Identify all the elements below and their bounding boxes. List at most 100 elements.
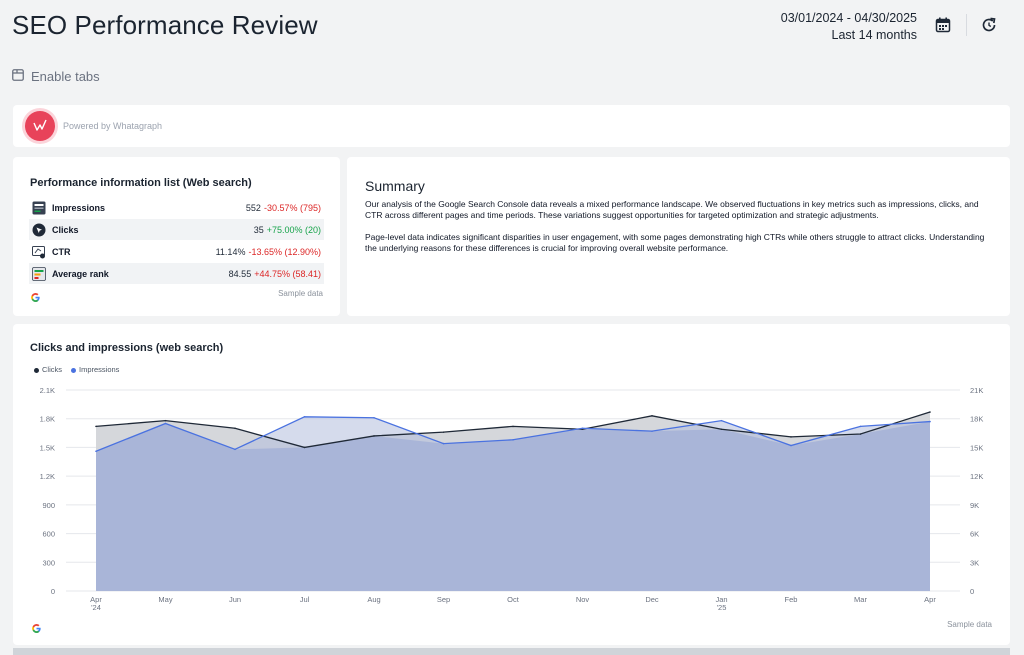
- date-range-picker[interactable]: 03/01/2024 - 04/30/2025 Last 14 months: [781, 10, 917, 44]
- x-tick-label: Jan '25: [715, 595, 727, 612]
- metric-change: +75.00% (20): [266, 224, 321, 235]
- rank-icon: [31, 266, 47, 281]
- google-icon: [32, 620, 41, 638]
- y-right-tick-label: 12K: [970, 472, 983, 481]
- impressions-point: [512, 438, 514, 441]
- summary-paragraph-1: Our analysis of the Google Search Consol…: [365, 199, 979, 220]
- clicks-point: [790, 436, 792, 438]
- legend-item-impressions[interactable]: Impressions: [71, 365, 119, 374]
- y-left-tick-label: 600: [42, 530, 55, 539]
- y-right-tick-label: 15K: [970, 443, 983, 452]
- overlap-area: [96, 421, 930, 591]
- clicks-point: [442, 431, 445, 433]
- y-left-tick-label: 0: [51, 587, 55, 596]
- impressions-point: [859, 425, 862, 428]
- x-tick-label: Apr '24: [90, 595, 102, 612]
- calendar-icon[interactable]: [932, 14, 954, 36]
- tabs-icon: [12, 69, 24, 84]
- performance-card: Performance information list (Web search…: [13, 157, 340, 316]
- ctr-icon: [31, 245, 47, 259]
- impressions-point: [581, 427, 584, 430]
- x-tick-label: Sep: [437, 595, 450, 604]
- y-right-tick-label: 0: [970, 587, 974, 596]
- header-divider: [966, 14, 967, 36]
- impressions-point: [790, 444, 792, 447]
- y-left-tick-label: 1.5K: [40, 443, 55, 452]
- chart-card: Clicks and impressions (web search) Clic…: [13, 324, 1010, 645]
- y-right-tick-label: 18K: [970, 415, 983, 424]
- impressions-point: [720, 419, 723, 422]
- clicks-point: [929, 411, 931, 413]
- metric-value: 35: [253, 224, 264, 235]
- x-tick-label: Oct: [507, 595, 520, 604]
- y-left-tick-label: 300: [42, 558, 55, 567]
- clicks-point: [164, 419, 167, 422]
- clicks-point: [512, 425, 514, 428]
- impressions-point: [442, 442, 445, 445]
- clicks-point: [651, 415, 653, 417]
- metric-row-impressions: Impressions 552 -30.57% (795): [29, 197, 324, 218]
- sample-data-label: Sample data: [278, 289, 323, 298]
- clicks-point: [234, 427, 236, 430]
- x-tick-label: Jun: [229, 595, 241, 604]
- metric-value: 552: [245, 202, 261, 213]
- y-left-tick-label: 2.1K: [40, 386, 55, 395]
- metric-row-clicks: Clicks 35 +75.00% (20): [29, 219, 324, 240]
- powered-by-card: Powered by Whatagraph: [13, 105, 1010, 147]
- y-left-tick-label: 1.2K: [40, 472, 55, 481]
- metric-change: -13.65% (12.90%): [248, 246, 321, 257]
- enable-tabs-label: Enable tabs: [31, 69, 100, 84]
- google-icon: [31, 289, 40, 307]
- metric-label: Impressions: [52, 202, 106, 213]
- whatagraph-logo: [25, 111, 55, 141]
- powered-by-text: Powered by Whatagraph: [63, 121, 163, 131]
- impressions-point: [234, 448, 236, 451]
- metric-row-ctr: CTR 11.14% -13.65% (12.90%): [29, 241, 324, 262]
- impressions-point: [929, 420, 931, 423]
- x-tick-label: Apr: [924, 595, 936, 604]
- impressions-icon: [31, 201, 47, 215]
- impressions-point: [651, 430, 653, 432]
- chart-title: Clicks and impressions (web search): [30, 342, 224, 354]
- y-right-tick-label: 9K: [970, 501, 979, 510]
- impressions-point: [164, 422, 167, 425]
- clicks-icon: [31, 223, 47, 237]
- x-tick-label: Nov: [576, 595, 590, 604]
- clicks-point: [859, 433, 862, 435]
- refresh-icon[interactable]: [978, 14, 1000, 36]
- impressions-point: [95, 450, 97, 453]
- impressions-point: [303, 416, 306, 418]
- page-title: SEO Performance Review: [12, 10, 318, 40]
- x-tick-label: Aug: [367, 595, 380, 604]
- chart-legend: Clicks Impressions: [34, 365, 119, 374]
- clicks-point: [95, 425, 97, 428]
- x-tick-label: Jul: [300, 595, 310, 604]
- clicks-point: [303, 446, 306, 449]
- x-tick-label: Mar: [854, 595, 867, 604]
- clicks-point: [373, 435, 375, 437]
- x-tick-label: Feb: [785, 595, 798, 604]
- x-tick-label: May: [158, 595, 172, 604]
- legend-label: Clicks: [42, 365, 62, 374]
- enable-tabs-toggle[interactable]: Enable tabs: [12, 69, 100, 84]
- y-right-tick-label: 21K: [970, 386, 983, 395]
- next-section-edge: [13, 648, 1010, 655]
- summary-paragraph-2: Page-level data indicates significant di…: [365, 232, 985, 253]
- legend-item-clicks[interactable]: Clicks: [34, 365, 62, 374]
- metric-label: Average rank: [52, 268, 109, 279]
- impressions-point: [373, 416, 375, 419]
- metric-label: Clicks: [52, 224, 79, 235]
- y-right-tick-label: 6K: [970, 530, 979, 539]
- metric-value: 84.55: [228, 268, 252, 279]
- y-left-tick-label: 900: [42, 501, 55, 510]
- metric-label: CTR: [52, 246, 71, 257]
- date-period-text: Last 14 months: [831, 28, 917, 42]
- date-range-text: 03/01/2024 - 04/30/2025: [780, 11, 917, 25]
- y-left-tick-label: 1.8K: [40, 415, 55, 424]
- x-tick-label: Dec: [645, 595, 659, 604]
- sample-data-label: Sample data: [947, 620, 992, 629]
- chart-plot: 0 300 600 900 1.2K 1.5K 1.8K 2.1K 0 3K 6K 9K 12K 15K 1…: [40, 386, 984, 612]
- y-right-tick-label: 3K: [970, 558, 979, 567]
- metric-row-average-rank: Average rank 84.55 +44.75% (58.41): [29, 263, 324, 284]
- performance-title: Performance information list (Web search…: [30, 177, 252, 189]
